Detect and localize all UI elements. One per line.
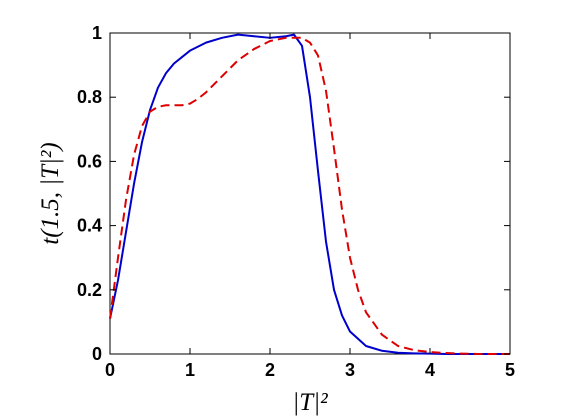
y-axis-label: t(1.5, |T|²)	[37, 142, 64, 245]
x-tick-label: 0	[105, 360, 115, 380]
y-tick-label: 1	[92, 23, 102, 43]
x-tick-label: 1	[185, 360, 195, 380]
y-tick-label: 0.4	[77, 216, 102, 236]
series-layer	[109, 33, 510, 355]
y-tick-label: 0	[92, 344, 102, 364]
plot-area	[109, 32, 511, 355]
x-tick-label: 3	[345, 360, 355, 380]
x-tick-label: 2	[265, 360, 275, 380]
y-tick-label: 0.8	[77, 87, 102, 107]
x-tick-label: 4	[425, 360, 435, 380]
y-tick-label: 0.6	[77, 151, 102, 171]
series-line-2	[109, 36, 510, 355]
y-tick-label: 0.2	[77, 280, 102, 300]
x-axis-label: |T|²	[292, 389, 328, 416]
x-tick-label: 5	[505, 360, 515, 380]
series-line-1	[109, 33, 510, 355]
ticks-layer: 0 1 2 3 4 5 0 0.2 0.4 0.6 0.8 1	[77, 23, 515, 380]
